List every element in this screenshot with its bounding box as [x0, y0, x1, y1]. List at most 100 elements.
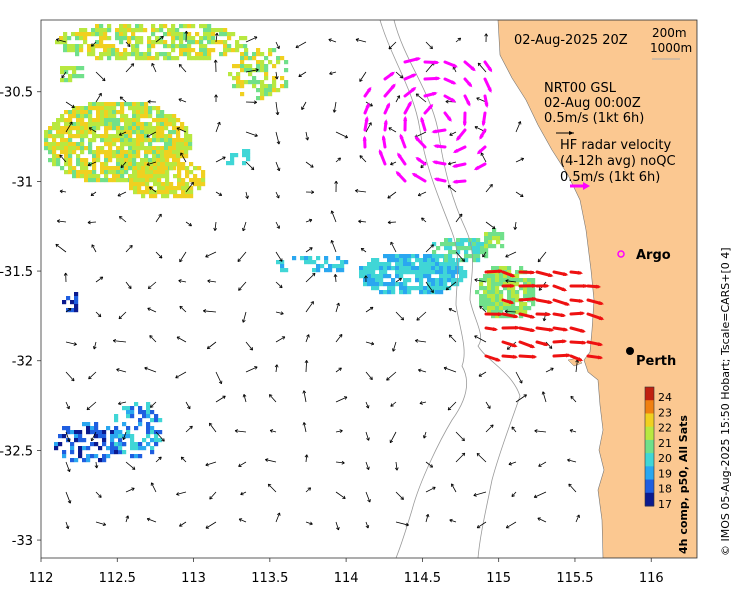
sst-pixel	[68, 166, 73, 171]
sst-pixel	[68, 114, 73, 119]
sst-pixel	[460, 246, 465, 251]
sst-pixel	[104, 130, 109, 135]
sst-pixel	[100, 138, 105, 143]
sst-pixel	[114, 434, 119, 439]
sst-pixel	[131, 44, 136, 49]
hf-radar-arrow	[403, 115, 408, 132]
sst-pixel	[391, 282, 396, 287]
sst-pixel	[120, 174, 125, 179]
sst-pixel	[68, 162, 73, 167]
sst-pixel	[375, 258, 380, 263]
sst-pixel	[440, 254, 445, 259]
sst-pixel	[155, 56, 160, 61]
sst-pixel	[96, 174, 101, 179]
sst-pixel	[116, 174, 121, 179]
hf-radar-arrow	[569, 298, 585, 303]
model-current-arrow	[455, 431, 465, 442]
sst-pixel	[191, 24, 196, 29]
sst-pixel	[68, 66, 73, 71]
sst-pixel	[447, 274, 452, 279]
model-current-arrow	[388, 41, 397, 50]
model-current-arrow	[215, 395, 226, 403]
model-current-arrow	[449, 518, 457, 523]
sst-pixel	[367, 262, 372, 267]
sst-pixel	[463, 274, 468, 279]
hf-radar-arrow	[552, 353, 572, 358]
sst-pixel	[177, 162, 182, 167]
sst-pixel	[246, 149, 251, 154]
sst-pixel	[176, 158, 181, 163]
sst-pixel	[448, 242, 453, 247]
colorbar-segment	[645, 466, 654, 481]
sst-pixel	[199, 40, 204, 45]
sst-pixel	[415, 278, 420, 283]
sst-pixel	[148, 110, 153, 115]
hf-radar-arrow	[476, 145, 487, 155]
sst-pixel	[172, 142, 177, 147]
sst-pixel	[118, 430, 123, 435]
colorbar-label: 4h comp, p50, All Sats	[677, 415, 690, 554]
sst-pixel	[72, 126, 77, 131]
sst-pixel	[74, 458, 79, 463]
sst-pixel	[161, 194, 166, 199]
sst-pixel	[151, 32, 156, 37]
model-current-arrow	[335, 334, 343, 343]
sst-pixel	[472, 254, 477, 259]
sst-pixel	[128, 134, 133, 139]
sst-pixel	[201, 174, 206, 179]
sst-pixel	[160, 122, 165, 127]
model-current-arrow	[395, 277, 402, 283]
sst-pixel	[201, 178, 206, 183]
sst-pixel	[142, 410, 147, 415]
sst-pixel	[108, 166, 113, 171]
model-current-arrow	[330, 240, 337, 253]
sst-pixel	[503, 266, 508, 271]
sst-pixel	[76, 110, 81, 115]
sst-pixel	[199, 52, 204, 57]
sst-pixel	[139, 40, 144, 45]
sst-pixel	[119, 56, 124, 61]
hf-radar-arrow	[586, 284, 602, 289]
sst-pixel	[195, 52, 200, 57]
sst-pixel	[92, 130, 97, 135]
sst-pixel	[64, 110, 69, 115]
sst-pixel	[383, 274, 388, 279]
sst-pixel	[130, 442, 135, 447]
sst-pixel	[189, 194, 194, 199]
sst-pixel	[399, 266, 404, 271]
sst-pixel	[179, 24, 184, 29]
sst-pixel	[124, 150, 129, 155]
sst-pixel	[116, 154, 121, 159]
model-current-arrow	[65, 121, 73, 133]
sst-pixel	[211, 32, 216, 37]
sst-pixel	[472, 258, 477, 263]
sst-pixel	[112, 134, 117, 139]
sst-pixel	[248, 56, 253, 61]
sst-pixel	[415, 254, 420, 259]
sst-pixel	[122, 422, 127, 427]
sst-pixel	[280, 76, 285, 81]
sst-pixel	[120, 102, 125, 107]
model-current-arrow	[65, 371, 75, 382]
sst-pixel	[163, 56, 168, 61]
sst-pixel	[52, 154, 57, 159]
sst-pixel	[111, 44, 116, 49]
sst-pixel	[86, 446, 91, 451]
sst-pixel	[99, 56, 104, 61]
sst-pixel	[403, 258, 408, 263]
sst-pixel	[52, 126, 57, 131]
hf-radar-arrow	[483, 60, 493, 73]
sst-pixel	[120, 126, 125, 131]
sst-pixel	[487, 306, 492, 311]
sst-pixel	[126, 414, 131, 419]
hf-radar-arrow	[415, 156, 427, 166]
sst-pixel	[407, 270, 412, 275]
sst-pixel	[108, 102, 113, 107]
sst-pixel	[193, 182, 198, 187]
sst-pixel	[70, 442, 75, 447]
sst-pixel	[92, 178, 97, 183]
sst-pixel	[344, 260, 349, 265]
sst-pixel	[164, 126, 169, 131]
model-current-arrow	[87, 161, 97, 167]
sst-pixel	[246, 153, 251, 158]
